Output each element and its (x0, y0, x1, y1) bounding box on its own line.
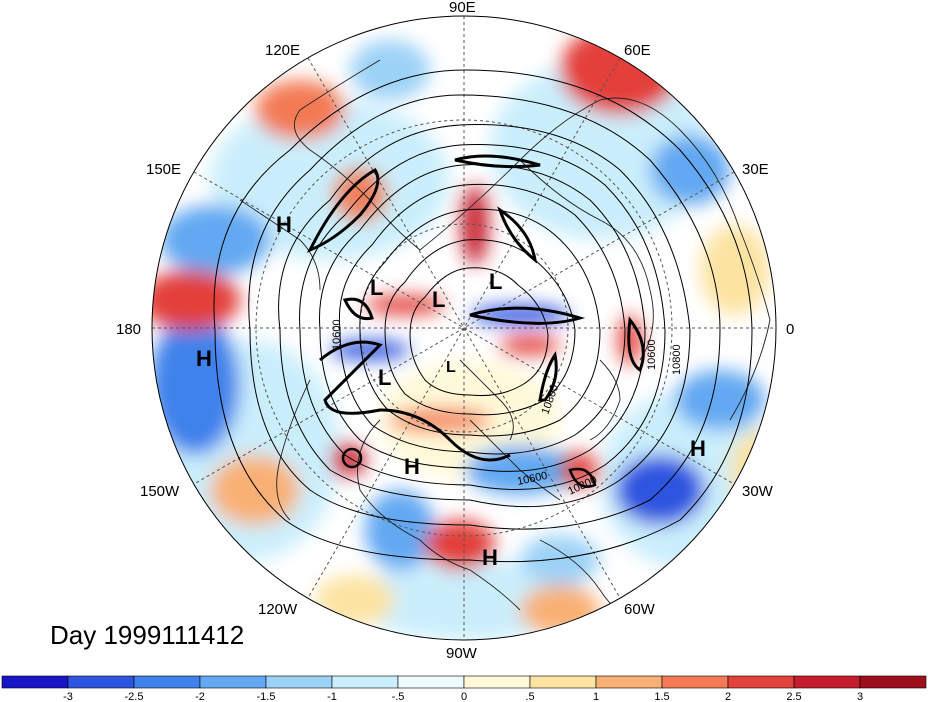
colorbar-swatch (1, 675, 69, 689)
colorbar-tick-label: 0 (461, 691, 467, 702)
low-pressure-label: L (432, 287, 445, 312)
pressure-systems: H H H H H L L L L L (196, 212, 706, 570)
colorbar-tick-label: -.5 (392, 691, 405, 702)
colorbar-swatch (859, 675, 927, 689)
contour-label: 10600 (331, 319, 343, 350)
lon-label-120e: 120E (265, 42, 300, 59)
colorbar: -3 -2.5 -2 -1.5 -1 -.5 0 .5 1 1.5 2 2.5 3 (1, 675, 927, 702)
colorbar-swatch (793, 675, 861, 689)
lon-label-30w: 30W (742, 483, 774, 500)
low-pressure-label: L (489, 269, 502, 294)
colorbar-tick-label: 3 (857, 691, 863, 702)
colorbar-swatch (595, 675, 663, 689)
longitude-labels: 90E 120E 60E 150E 30E 180 0 150W 30W 120… (116, 0, 794, 662)
contour-label: 10800 (671, 344, 683, 375)
colorbar-tick-label: 1 (593, 691, 599, 702)
colorbar-swatch (661, 675, 729, 689)
high-pressure-label: H (482, 545, 498, 570)
colorbar-swatch (727, 675, 795, 689)
high-pressure-label: H (276, 212, 292, 237)
high-pressure-label: H (196, 346, 212, 371)
lon-label-60e: 60E (624, 42, 651, 59)
lon-label-150w: 150W (140, 483, 180, 500)
lon-label-90w: 90W (446, 645, 478, 662)
lon-label-150e: 150E (146, 161, 181, 178)
colorbar-tick-label: 2 (725, 691, 731, 702)
height-contours (213, 69, 753, 563)
colorbar-swatch (133, 675, 201, 689)
colorbar-tick-label: -1.5 (257, 691, 276, 702)
lon-label-0: 0 (786, 321, 794, 338)
colorbar-tick-label: -3 (63, 691, 73, 702)
colorbar-tick-label: -2 (195, 691, 205, 702)
lon-label-90e: 90E (449, 0, 476, 16)
high-pressure-label: H (404, 454, 420, 479)
colorbar-swatch (265, 675, 333, 689)
high-pressure-label: H (690, 436, 706, 461)
colorbar-swatch (397, 675, 465, 689)
colorbar-swatch (67, 675, 135, 689)
colorbar-tick-label: .5 (525, 691, 534, 702)
contour-label: 10600 (646, 339, 658, 370)
lon-label-120w: 120W (258, 601, 298, 618)
lon-label-30e: 30E (742, 161, 769, 178)
map-boundary (151, 15, 777, 641)
low-pressure-label: L (370, 275, 383, 300)
plot-title: Day 1999111412 (50, 620, 245, 650)
colorbar-swatch (463, 675, 531, 689)
colorbar-swatch (199, 675, 267, 689)
colorbar-tick-label: -1 (327, 691, 337, 702)
lon-label-60w: 60W (624, 601, 656, 618)
colorbar-swatch (331, 675, 399, 689)
colorbar-tick-label: 2.5 (786, 691, 801, 702)
low-pressure-label: L (378, 365, 391, 390)
colorbar-tick-label: 1.5 (654, 691, 669, 702)
colorbar-swatch (529, 675, 597, 689)
low-pressure-label: L (446, 359, 456, 376)
colorbar-tick-label: -2.5 (125, 691, 144, 702)
lon-label-180: 180 (116, 321, 141, 338)
